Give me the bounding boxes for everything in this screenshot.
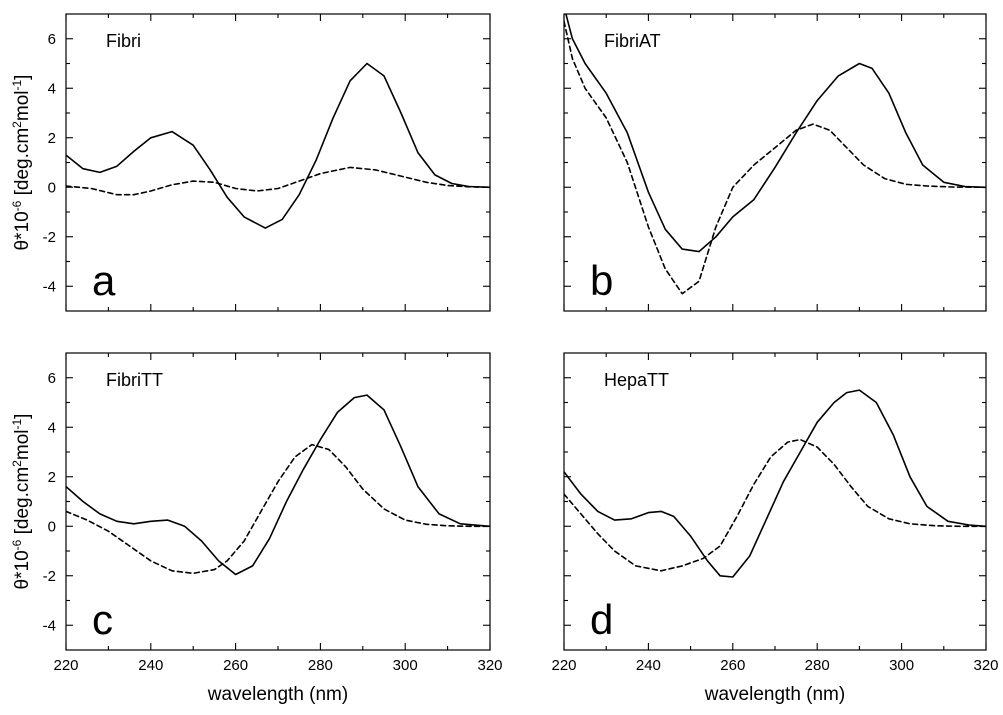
y-tick-label: 2 [48, 130, 56, 147]
series-line-dashed [66, 443, 490, 575]
y-axis-title: θ*10-6 [deg.cm2mol-1] [10, 75, 33, 251]
chart-panel-a: -4 -2 0 2 4 6 Fibri a θ*10-6 [deg.cm2mol-1] [10, 13, 491, 312]
panel-title: FibriAT [604, 31, 661, 51]
plot-frame [65, 352, 491, 651]
chart-panel-b: FibriAT b [563, 13, 987, 312]
y-tick-label: 0 [48, 518, 56, 535]
x-tick-label: 240 [138, 657, 163, 674]
y-tick-label: -4 [43, 617, 56, 634]
x-tick-label: 320 [477, 657, 502, 674]
series-line-solid [66, 62, 490, 229]
x-tick-label: 300 [393, 657, 418, 674]
x-tick-label: 240 [636, 657, 661, 674]
y-tick-label: -2 [43, 229, 56, 246]
x-tick-label: 300 [889, 657, 914, 674]
series-line-dashed [564, 20, 986, 295]
x-tick-label: 260 [720, 657, 745, 674]
panel-letter: c [92, 596, 113, 643]
x-tick-label: 220 [53, 657, 78, 674]
x-tick-label: 260 [223, 657, 248, 674]
chart-panel-d: 220 240 260 280 300 320 HepaTT d wavelength (nm) [551, 352, 999, 705]
y-tick-label: 2 [48, 469, 56, 486]
series-line-solid [565, 14, 986, 253]
x-tick-label: 280 [308, 657, 333, 674]
x-axis-title: wavelength (nm) [704, 684, 845, 705]
y-tick-label: 6 [48, 31, 56, 48]
y-axis-title: θ*10-6 [deg.cm2mol-1] [10, 414, 33, 590]
series-line-dashed [564, 438, 986, 572]
x-tick-label: 220 [551, 657, 576, 674]
y-tick-label: -2 [43, 568, 56, 585]
panel-letter: d [590, 596, 613, 643]
y-tick-label: 6 [48, 370, 56, 387]
y-tick-label: 4 [48, 419, 56, 436]
y-tick-label: -4 [43, 278, 56, 295]
panel-title: Fibri [106, 31, 141, 51]
x-tick-label: 320 [973, 657, 998, 674]
panel-title: FibriTT [106, 370, 163, 390]
y-tick-label: 0 [48, 179, 56, 196]
panel-letter: a [92, 257, 116, 304]
y-tick-label: 4 [48, 80, 56, 97]
x-axis-title: wavelength (nm) [207, 684, 348, 705]
series-line-solid [66, 394, 490, 576]
chart-panel-c: 220 240 260 280 300 320 -4 -2 0 2 4 6 FibriTT c θ*10-6… [10, 352, 503, 705]
series-line-solid [564, 389, 986, 578]
panel-letter: b [590, 257, 613, 304]
series-line-dashed [66, 166, 490, 196]
panel-title: HepaTT [604, 370, 669, 390]
x-tick-label: 280 [805, 657, 830, 674]
